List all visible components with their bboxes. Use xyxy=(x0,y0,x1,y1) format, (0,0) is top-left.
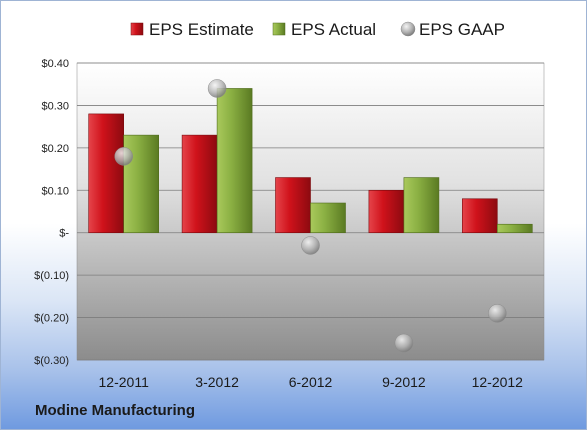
eps-actual-bar xyxy=(216,88,253,234)
company-label: Modine Manufacturing xyxy=(35,402,195,419)
eps-gaap-point xyxy=(394,333,414,353)
y-tick-label: $(0.20) xyxy=(34,313,69,325)
eps-actual-bar xyxy=(496,223,533,234)
eps-gaap-point xyxy=(207,79,227,98)
legend-gaap-swatch xyxy=(400,21,416,37)
eps-estimate-bar xyxy=(368,189,405,234)
y-tick-label: $- xyxy=(59,228,69,240)
eps-actual-bar xyxy=(310,202,346,234)
x-tick-label: 6-2012 xyxy=(289,374,333,390)
y-axis: $0.40 $0.30 $0.20 $0.10 $- $(0.10) $(0.20) $(0.… xyxy=(34,58,69,367)
x-tick-label: 9-2012 xyxy=(382,374,426,390)
y-tick-label: $0.40 xyxy=(41,58,69,70)
eps-estimate-bar xyxy=(461,198,498,234)
eps-estimate-bar xyxy=(181,134,218,234)
bar-series xyxy=(88,88,533,234)
x-tick-label: 12-2011 xyxy=(99,374,150,390)
y-tick-label: $(0.10) xyxy=(34,270,69,282)
eps-estimate-bar xyxy=(275,177,311,234)
eps-gaap-point xyxy=(301,236,320,255)
legend-label: EPS Actual xyxy=(291,20,376,39)
legend-label: EPS GAAP xyxy=(419,20,505,39)
x-tick-label: 12-2012 xyxy=(472,374,524,390)
y-tick-label: $0.20 xyxy=(41,143,69,155)
y-tick-label: $0.30 xyxy=(41,100,69,112)
eps-estimate-bar xyxy=(88,113,124,234)
eps-actual-bar xyxy=(123,134,159,234)
x-tick-label: 3-2012 xyxy=(195,374,239,390)
eps-gaap-point xyxy=(488,304,507,323)
x-axis: 12-2011 3-2012 6-2012 9-2012 12-2012 xyxy=(99,374,524,390)
legend-actual-swatch xyxy=(272,22,286,36)
legend-estimate-swatch xyxy=(130,22,144,36)
eps-actual-bar xyxy=(403,177,440,234)
eps-gaap-point xyxy=(114,147,133,166)
y-tick-label: $(0.30) xyxy=(34,355,69,367)
legend-label: EPS Estimate xyxy=(149,20,254,39)
gaap-points xyxy=(114,79,507,353)
y-tick-label: $0.10 xyxy=(41,185,69,197)
legend: EPS Estimate EPS Actual EPS GAAP xyxy=(130,20,505,39)
